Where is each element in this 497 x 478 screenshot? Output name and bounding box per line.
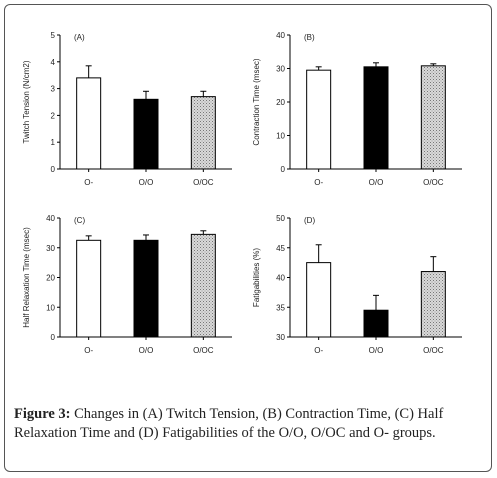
bar — [133, 239, 159, 338]
x-tick-label: O/OC — [423, 178, 444, 187]
y-tick-label: 3 — [51, 85, 56, 94]
chart-panel-b: Contraction Time (msec) (B) 0 10 20 30 40 O- O/O… — [252, 31, 462, 187]
y-tick-label: 40 — [276, 31, 285, 40]
panel-label: (C) — [74, 216, 85, 225]
x-tick-label: O/OC — [193, 346, 214, 355]
y-tick-label: 0 — [281, 165, 286, 174]
y-tick-label: 2 — [51, 111, 56, 120]
y-axis-label: Contraction Time (msec) — [252, 58, 261, 145]
y-tick-label: 40 — [46, 214, 55, 223]
y-tick-label: 1 — [51, 138, 56, 147]
bar — [190, 233, 216, 338]
chart-panel-c: Half Relaxation Time (msec) (C) 0 10 20 30 40 O… — [22, 214, 232, 355]
caption-label: Figure 3: — [14, 406, 71, 422]
y-axis-label: Fatigabilities (%) — [252, 248, 261, 307]
y-tick-label: 0 — [51, 333, 56, 342]
chart-panel-a: Twitch Tension (N/cm2) (A) 0 1 2 3 4 5 O- O/O O/OC — [22, 31, 232, 187]
y-tick-label: 0 — [51, 165, 56, 174]
panel-label: (A) — [74, 33, 85, 42]
x-tick-label: O- — [84, 178, 93, 187]
x-tick-label: O/O — [139, 346, 154, 355]
y-tick-label: 20 — [276, 98, 285, 107]
bar — [363, 309, 389, 338]
bar — [133, 98, 159, 170]
y-tick-label: 30 — [46, 244, 55, 253]
y-tick-label: 30 — [276, 65, 285, 74]
caption-text: Changes in (A) Twitch Tension, (B) Contr… — [14, 406, 444, 441]
bar — [76, 239, 102, 338]
bar — [76, 77, 102, 170]
bar — [306, 262, 332, 338]
panel-label: (D) — [304, 216, 315, 225]
y-tick-label: 10 — [276, 132, 285, 141]
x-tick-label: O/O — [369, 178, 384, 187]
y-tick-label: 35 — [276, 303, 285, 312]
bar — [190, 96, 216, 170]
y-tick-label: 5 — [51, 31, 56, 40]
y-axis-label: Half Relaxation Time (msec) — [22, 227, 31, 328]
y-tick-label: 4 — [51, 58, 56, 67]
y-tick-label: 20 — [46, 274, 55, 283]
bar — [363, 66, 389, 170]
y-axis-label: Twitch Tension (N/cm2) — [22, 60, 31, 143]
x-tick-label: O- — [314, 346, 323, 355]
chart-panel-d: Fatigabilities (%) (D) 30 35 40 45 50 O- O/O O/OC — [252, 214, 462, 355]
bar — [420, 271, 446, 338]
bar — [420, 65, 446, 170]
y-tick-label: 30 — [276, 333, 285, 342]
y-tick-label: 10 — [46, 303, 55, 312]
y-tick-label: 45 — [276, 244, 285, 253]
x-tick-label: O/OC — [193, 178, 214, 187]
x-tick-label: O/O — [139, 178, 154, 187]
figure-caption: Figure 3: Changes in (A) Twitch Tension,… — [14, 405, 484, 443]
y-tick-label: 40 — [276, 274, 285, 283]
x-tick-label: O/OC — [423, 346, 444, 355]
panel-label: (B) — [304, 33, 315, 42]
y-tick-label: 50 — [276, 214, 285, 223]
bar — [306, 69, 332, 170]
x-tick-label: O- — [314, 178, 323, 187]
x-tick-label: O/O — [369, 346, 384, 355]
x-tick-label: O- — [84, 346, 93, 355]
